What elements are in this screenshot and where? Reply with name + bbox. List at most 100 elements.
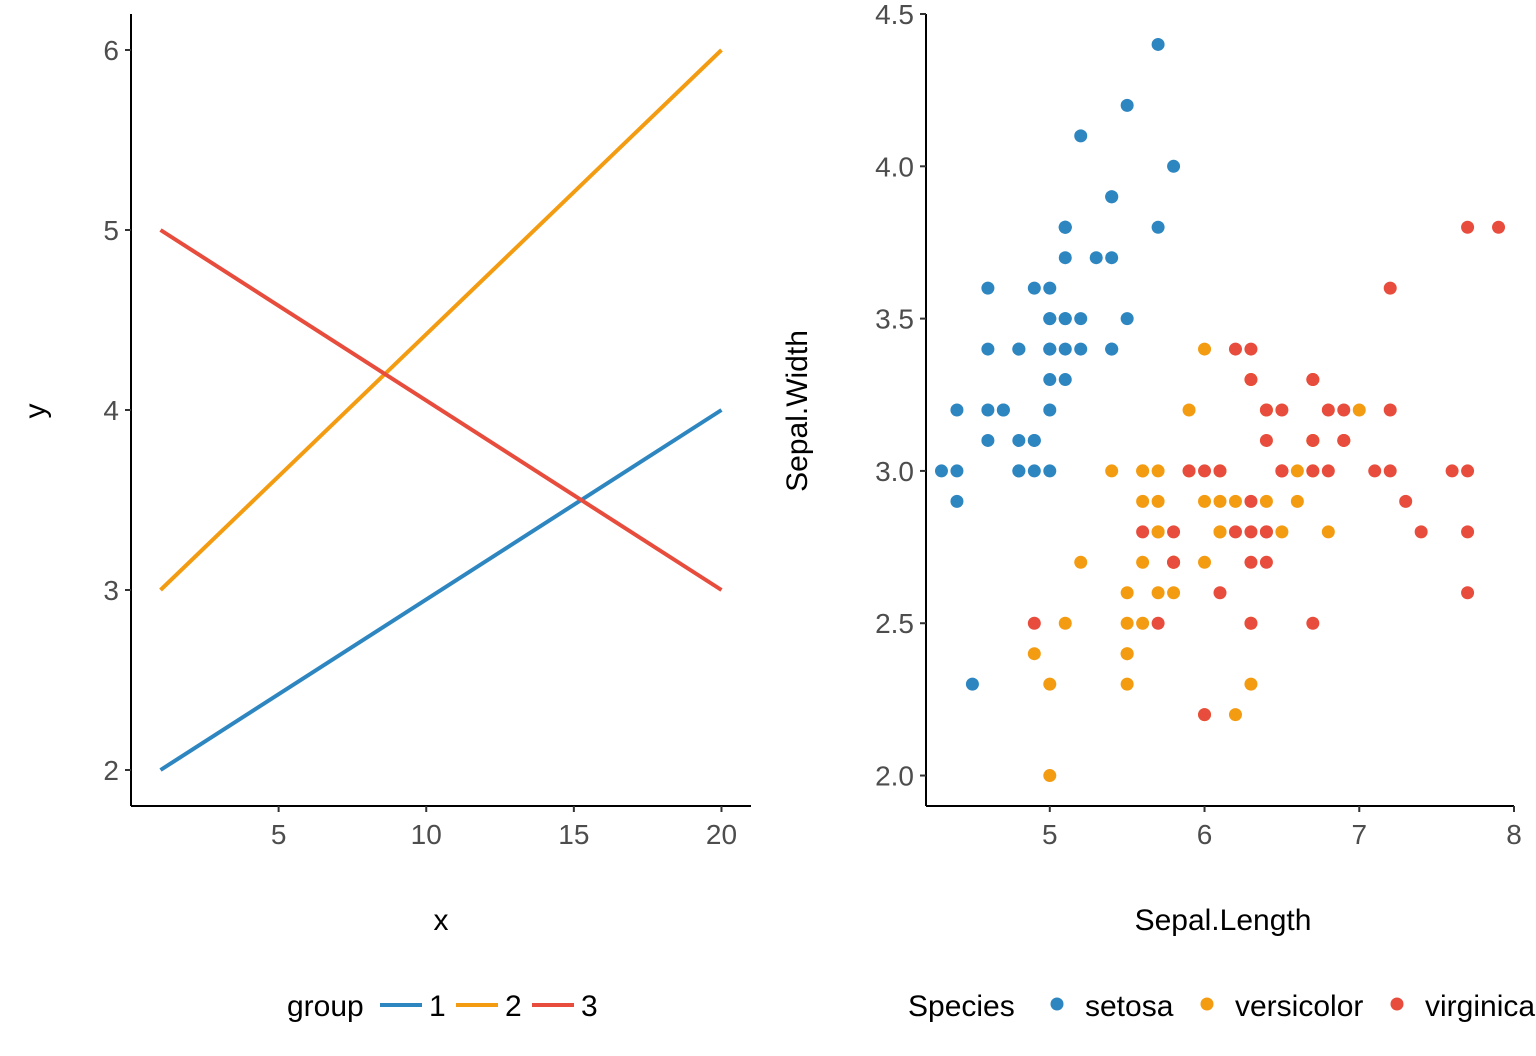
- right-y-tick-label: 4.5: [875, 0, 914, 30]
- point-versicolor: [1228, 708, 1242, 722]
- point-setosa: [1058, 373, 1072, 387]
- point-setosa: [1089, 251, 1103, 265]
- point-virginica: [1461, 464, 1475, 478]
- point-virginica: [1275, 464, 1289, 478]
- point-virginica: [1167, 555, 1181, 569]
- point-versicolor: [1043, 677, 1057, 691]
- right-y-tick-label: 3.0: [875, 456, 914, 487]
- point-virginica: [1383, 403, 1397, 417]
- point-versicolor: [1151, 494, 1165, 508]
- right-x-tick-label: 6: [1197, 819, 1213, 850]
- line-plot-area: 5 10 15 20 2 3 4 5 6: [103, 14, 751, 850]
- point-virginica: [1321, 464, 1335, 478]
- point-virginica: [1306, 464, 1320, 478]
- series-line-1: [159, 408, 723, 772]
- left-x-tick-label: 20: [706, 819, 737, 850]
- point-setosa: [950, 464, 964, 478]
- point-setosa: [1043, 373, 1057, 387]
- left-y-tick-label: 5: [103, 215, 119, 246]
- point-virginica: [1244, 525, 1258, 539]
- point-virginica: [1306, 373, 1320, 387]
- right-x-tick-label: 8: [1506, 819, 1522, 850]
- point-virginica: [1228, 525, 1242, 539]
- point-virginica: [1414, 525, 1428, 539]
- right-x-tick-label: 7: [1351, 819, 1367, 850]
- point-virginica: [1228, 342, 1242, 356]
- point-setosa: [1074, 312, 1088, 326]
- point-virginica: [1213, 586, 1227, 600]
- point-virginica: [1027, 616, 1041, 630]
- point-setosa: [1043, 464, 1057, 478]
- point-setosa: [996, 403, 1010, 417]
- point-versicolor: [1120, 677, 1134, 691]
- point-setosa: [1012, 433, 1026, 447]
- point-virginica: [1461, 586, 1475, 600]
- point-setosa: [1151, 220, 1165, 234]
- point-versicolor: [1198, 342, 1212, 356]
- legend-label-1: 1: [429, 990, 446, 1023]
- point-versicolor: [1352, 403, 1366, 417]
- left-x-axis-title: x: [434, 904, 449, 937]
- left-x-tick-label: 10: [411, 819, 442, 850]
- legend-label-setosa: setosa: [1085, 990, 1174, 1023]
- point-virginica: [1259, 433, 1273, 447]
- point-versicolor: [1213, 494, 1227, 508]
- right-y-tick-label: 2.0: [875, 761, 914, 792]
- point-versicolor: [1244, 677, 1258, 691]
- point-setosa: [1043, 342, 1057, 356]
- point-setosa: [934, 464, 948, 478]
- point-setosa: [1167, 159, 1181, 173]
- line-chart-panel: x y 5 10 15 20 2 3 4 5 6 group 1 2 3: [19, 14, 751, 1023]
- point-virginica: [1399, 494, 1413, 508]
- legend-key-virginica: [1390, 997, 1404, 1011]
- left-y-tick-label: 2: [103, 755, 119, 786]
- point-setosa: [1105, 251, 1119, 265]
- left-y-tick-label: 4: [103, 395, 119, 426]
- point-setosa: [1027, 281, 1041, 295]
- point-versicolor: [1136, 494, 1150, 508]
- point-virginica: [1136, 525, 1150, 539]
- point-virginica: [1244, 616, 1258, 630]
- left-y-axis-title: y: [19, 404, 52, 419]
- right-y-tick-label: 3.5: [875, 304, 914, 335]
- point-virginica: [1306, 616, 1320, 630]
- legend-label-3: 3: [581, 990, 598, 1023]
- point-versicolor: [1151, 525, 1165, 539]
- point-setosa: [1120, 98, 1134, 112]
- point-virginica: [1492, 220, 1506, 234]
- series-line-3: [159, 228, 723, 592]
- point-setosa: [981, 433, 995, 447]
- left-y-tick-label: 3: [103, 575, 119, 606]
- right-x-axis-title: Sepal.Length: [1135, 904, 1312, 937]
- point-setosa: [1012, 342, 1026, 356]
- point-versicolor: [1120, 586, 1134, 600]
- point-virginica: [1337, 433, 1351, 447]
- point-setosa: [1074, 342, 1088, 356]
- point-versicolor: [1321, 525, 1335, 539]
- point-virginica: [1275, 403, 1289, 417]
- point-setosa: [965, 677, 979, 691]
- legend-key-versicolor: [1200, 997, 1214, 1011]
- right-y-tick-label: 4.0: [875, 151, 914, 182]
- scatter-legend-title: Species: [908, 990, 1015, 1023]
- right-y-axis-title: Sepal.Width: [781, 330, 814, 492]
- legend-label-virginica: virginica: [1425, 990, 1535, 1023]
- point-setosa: [950, 403, 964, 417]
- point-setosa: [1105, 190, 1119, 204]
- point-setosa: [1058, 342, 1072, 356]
- point-versicolor: [1120, 616, 1134, 630]
- point-versicolor: [1027, 647, 1041, 661]
- point-virginica: [1259, 555, 1273, 569]
- point-virginica: [1198, 464, 1212, 478]
- point-virginica: [1259, 525, 1273, 539]
- point-virginica: [1337, 403, 1351, 417]
- series-line-2: [159, 48, 723, 592]
- point-virginica: [1151, 616, 1165, 630]
- point-setosa: [981, 403, 995, 417]
- legend-label-2: 2: [505, 990, 522, 1023]
- point-versicolor: [1105, 464, 1119, 478]
- point-virginica: [1244, 373, 1258, 387]
- scatter-chart-panel: Sepal.Length Sepal.Width 5 6 7 8 2.0 2.5 3.0 3.…: [781, 0, 1535, 1023]
- left-x-tick-label: 5: [271, 819, 287, 850]
- point-versicolor: [1058, 616, 1072, 630]
